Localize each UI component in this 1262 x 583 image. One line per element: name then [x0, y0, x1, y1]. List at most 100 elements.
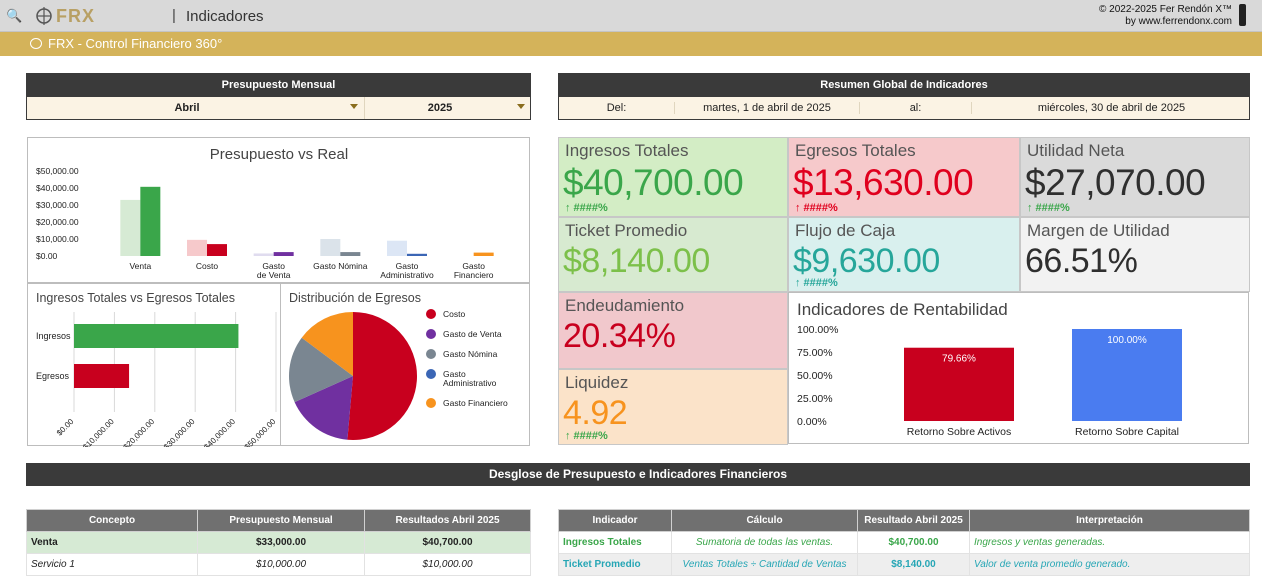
bar-presupuesto	[387, 240, 407, 256]
table-row: Ingresos Totales Sumatoria de todas las …	[558, 531, 1250, 554]
sheet-title: Indicadores	[186, 8, 264, 25]
chart-ingresos-vs-egresos: Ingresos Totales vs Egresos Totales $0.00…	[27, 283, 281, 452]
y-tick-label: $10,000.00	[36, 234, 79, 244]
legend-label: Gasto de Venta	[443, 329, 502, 339]
ind-cell: Sumatoria de todas las ventas.	[671, 531, 858, 554]
table-row: Servicio 1 $10,000.00 $10,000.00	[26, 553, 531, 576]
bar-real	[140, 186, 161, 256]
x-tick-label: Gasto Nómina	[313, 261, 368, 271]
brand-title: FRX - Control Financiero 360°	[48, 36, 223, 51]
bar-roe	[1072, 329, 1182, 421]
month-value: Abril	[174, 102, 200, 114]
bar-presupuesto	[187, 239, 207, 256]
budget-cell: $10,000.00	[197, 553, 365, 576]
x-tick-label: Costo	[196, 261, 218, 271]
kpi-endeudamiento-label: Endeudamiento	[565, 296, 685, 315]
kpi-utilidad-label: Utilidad Neta	[1027, 141, 1125, 160]
kpi-margen-value: 66.51%	[1025, 242, 1138, 280]
brand-logo-text: FRX	[56, 6, 95, 26]
year-dropdown-icon[interactable]	[517, 104, 525, 109]
kpi-ingresos-change: ↑ ####%	[565, 202, 608, 214]
x-tick-label: $20,000.00	[122, 417, 157, 447]
month-dropdown-icon[interactable]	[350, 104, 358, 109]
y-tick-label: 100.00%	[797, 324, 838, 336]
x-tick-label: $50,000.00	[243, 417, 278, 447]
chart-title: Distribución de Egresos	[289, 291, 421, 305]
kpi-endeudamiento: Endeudamiento 20.34%	[558, 292, 788, 369]
kpi-egresos-label: Egresos Totales	[795, 141, 916, 160]
y-tick-label: 50.00%	[797, 370, 833, 382]
distribucion-egresos-svg: Distribución de Egresos Costo Gasto de Ven…	[289, 291, 508, 440]
chart-title: Presupuesto vs Real	[210, 146, 348, 163]
kpi-liquidez-label: Liquidez	[565, 373, 629, 392]
bar-presupuesto	[120, 199, 141, 256]
from-label: Del:	[606, 102, 627, 114]
budget-cell: $10,000.00	[364, 553, 531, 576]
ind-cell: Ingresos y ventas generadas.	[969, 531, 1250, 554]
legend-label: Administrativo	[443, 378, 497, 388]
budget-selectors: Abril 2025	[26, 97, 531, 120]
y-tick-label: 0.00%	[797, 416, 827, 428]
y-tick-label: 75.00%	[797, 347, 833, 359]
kpi-ingresos-totales: Ingresos Totales $40,700.00 ↑ ####%	[558, 137, 788, 217]
budget-cell: $33,000.00	[197, 531, 365, 554]
table-row: Ticket Promedio Ventas Totales ÷ Cantida…	[558, 553, 1250, 576]
brand-small-icon	[30, 38, 42, 49]
kpi-ingresos-label: Ingresos Totales	[565, 141, 689, 160]
legend-label: Costo	[443, 309, 465, 319]
ind-cell: Valor de venta promedio generado.	[969, 553, 1250, 576]
budget-col-presupuesto: Presupuesto Mensual	[197, 509, 365, 532]
x-tick-label: de Venta	[257, 270, 291, 280]
from-date: martes, 1 de abril de 2025	[674, 102, 859, 114]
x-tick-label: Gasto	[262, 261, 285, 271]
pie-slice	[347, 312, 417, 440]
ingresos-vs-egresos-svg: Ingresos Totales vs Egresos Totales $0.00…	[36, 291, 278, 452]
search-icon[interactable]: 🔍	[6, 8, 23, 23]
chart-title: Indicadores de Rentabilidad	[797, 300, 1008, 319]
pie-slice	[294, 376, 353, 440]
y-tick-label: $20,000.00	[36, 217, 79, 227]
bar-egresos	[74, 364, 130, 388]
breakdown-header: Desglose de Presupuesto e Indicadores Fi…	[26, 463, 1250, 486]
kpi-liquidez: Liquidez 4.92 ↑ ####%	[558, 369, 788, 445]
legend-marker	[426, 349, 436, 359]
legend-label: Gasto Nómina	[443, 349, 498, 359]
bar-real	[340, 252, 361, 256]
kpi-ingresos-value: $40,700.00	[563, 162, 744, 203]
kpi-ticket-value: $8,140.00	[563, 242, 710, 280]
kpi-flujo-value: $9,630.00	[793, 242, 940, 280]
pie-slice	[301, 312, 353, 376]
x-tick-label: Retorno Sobre Capital	[1075, 426, 1179, 438]
brand-bar: FRX - Control Financiero 360°	[0, 32, 1262, 56]
kpi-egresos-totales: Egresos Totales $13,630.00 ↑ ####%	[788, 137, 1020, 217]
bar-real	[407, 253, 427, 256]
y-tick-label: Egresos	[36, 371, 70, 381]
kpi-egresos-change: ↑ ####%	[795, 202, 838, 214]
month-select[interactable]: Abril	[27, 97, 365, 119]
ind-col-calculo: Cálculo	[671, 509, 858, 532]
kpi-margen-utilidad: Margen de Utilidad 66.51%	[1020, 217, 1250, 292]
bar-roa	[904, 347, 1014, 421]
x-tick-label: $30,000.00	[162, 417, 197, 447]
year-select[interactable]: 2025	[365, 97, 531, 119]
budget-table: Concepto Presupuesto Mensual Resultados …	[26, 509, 531, 576]
bar-presupuesto	[253, 253, 274, 256]
chart-presupuesto-vs-real: Presupuesto vs Real $50,000.00 $40,000.00 $…	[27, 137, 530, 283]
bar-real	[207, 244, 227, 256]
brand-logo	[34, 5, 94, 27]
kpi-ticket-label: Ticket Promedio	[565, 221, 688, 240]
brand-logo-icon	[36, 7, 52, 25]
website-text: by www.ferrendonx.com	[1125, 16, 1232, 27]
legend-marker	[426, 329, 436, 339]
budget-cell: $40,700.00	[364, 531, 531, 554]
data-label: 100.00%	[1107, 335, 1147, 346]
summary-dates: Del: martes, 1 de abril de 2025 al: miér…	[558, 97, 1250, 120]
ind-col-interpretacion: Interpretación	[969, 509, 1250, 532]
y-tick-label: $30,000.00	[36, 200, 79, 210]
x-tick-label: Gasto	[396, 261, 419, 271]
pie-slice	[289, 337, 353, 403]
budget-cell: Venta	[26, 531, 198, 554]
year-value: 2025	[427, 102, 453, 114]
kpi-liquidez-value: 4.92	[563, 394, 628, 432]
y-tick-label: $50,000.00	[36, 166, 79, 176]
